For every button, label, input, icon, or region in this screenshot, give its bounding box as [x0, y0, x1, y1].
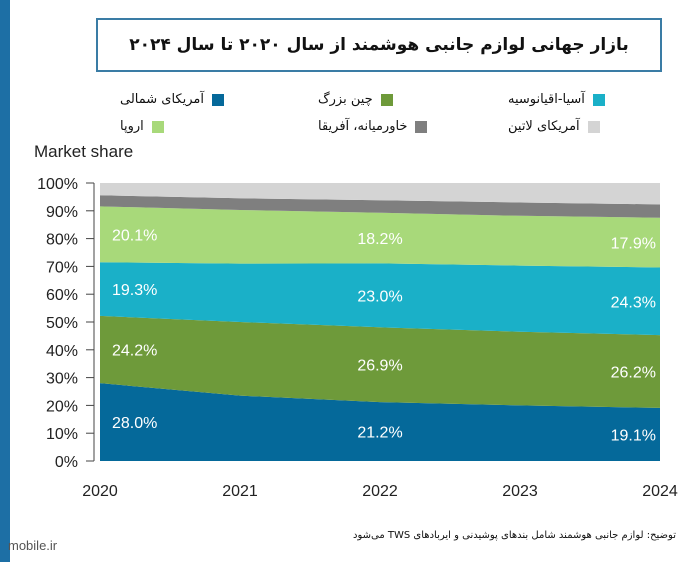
legend-item-asia-pacific: آسیا-اقیانوسیه: [508, 92, 605, 107]
y-tick-label: 0%: [55, 454, 78, 471]
y-tick-label: 40%: [46, 343, 78, 360]
data-label: 20.1%: [112, 227, 157, 244]
left-accent-bar: [0, 0, 10, 562]
area-series-3: [100, 206, 660, 268]
legend-swatch: [415, 120, 428, 133]
data-label: 28.0%: [112, 415, 157, 432]
data-label: 19.3%: [112, 282, 157, 299]
y-tick-label: 70%: [46, 259, 78, 276]
data-label: 24.3%: [611, 294, 656, 311]
legend-swatch: [592, 93, 605, 106]
y-tick-label: 10%: [46, 426, 78, 443]
watermark: mobile.ir: [8, 538, 58, 553]
legend-swatch: [151, 120, 164, 133]
data-label: 26.9%: [357, 358, 402, 375]
legend-item-mea: خاورمیانه، آفریقا: [318, 119, 428, 134]
y-tick-label: 50%: [46, 315, 78, 332]
y-tick-label: 20%: [46, 398, 78, 415]
legend-item-north-america: آمریکای شمالی: [120, 92, 224, 107]
legend-label: آمریکای لاتین: [508, 119, 580, 134]
y-tick-label: 90%: [46, 204, 78, 221]
y-tick-label: 60%: [46, 287, 78, 304]
x-tick-label: 2020: [82, 483, 118, 500]
chart-title-box: بازار جهانی لوازم جانبی هوشمند از سال ۲۰…: [96, 18, 662, 72]
y-tick-label: 80%: [46, 232, 78, 249]
legend-swatch: [587, 120, 600, 133]
data-label: 21.2%: [357, 425, 402, 442]
area-series-1: [100, 315, 660, 408]
area-series-0: [100, 383, 660, 461]
y-tick-label: 100%: [37, 176, 78, 193]
x-tick-label: 2023: [502, 483, 538, 500]
y-tick-label: 30%: [46, 371, 78, 388]
legend-label: چین بزرگ: [318, 92, 373, 107]
legend-label: اروپا: [120, 119, 144, 134]
area-series-5: [100, 183, 660, 205]
data-label: 24.2%: [112, 343, 157, 360]
legend-item-latam: آمریکای لاتین: [508, 119, 600, 134]
data-label: 17.9%: [611, 236, 656, 253]
area-series-4: [100, 195, 660, 218]
data-label: 18.2%: [357, 231, 402, 248]
data-label: 23.0%: [357, 288, 402, 305]
legend-swatch: [211, 93, 224, 106]
legend-label: خاورمیانه، آفریقا: [318, 119, 408, 134]
x-tick-label: 2024: [642, 483, 678, 500]
x-tick-label: 2021: [222, 483, 258, 500]
legend-item-europe: اروپا: [120, 119, 164, 134]
footnote: توضیح: لوازم جانبی هوشمند شامل بندهای پو…: [353, 530, 676, 541]
chart-title: بازار جهانی لوازم جانبی هوشمند از سال ۲۰…: [129, 35, 629, 55]
legend-label: آسیا-اقیانوسیه: [508, 92, 585, 107]
y-axis-title: Market share: [34, 142, 134, 161]
legend-label: آمریکای شمالی: [120, 92, 204, 107]
area-series-2: [100, 262, 660, 336]
legend-item-china: چین بزرگ: [318, 92, 393, 107]
data-label: 19.1%: [611, 427, 656, 444]
data-label: 26.2%: [611, 364, 656, 381]
legend-swatch: [380, 93, 393, 106]
x-tick-label: 2022: [362, 483, 398, 500]
